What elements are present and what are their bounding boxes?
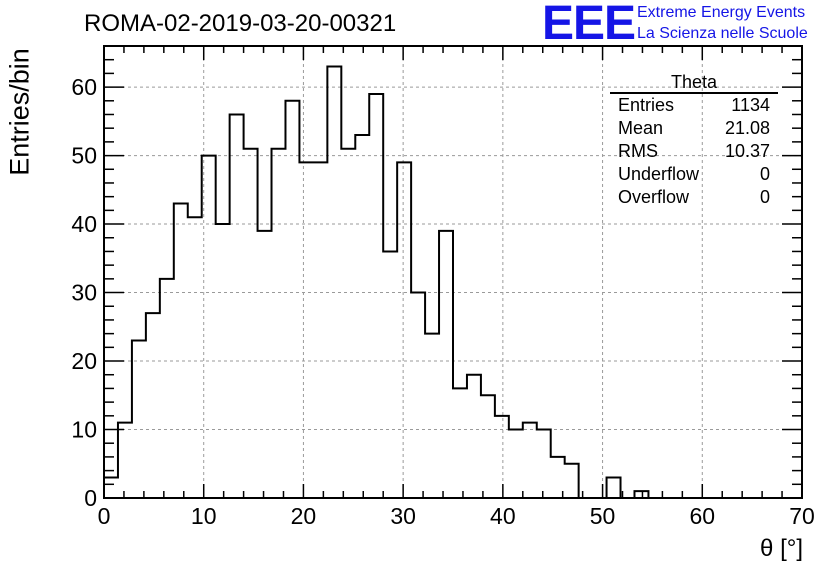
x-tick-label: 50	[590, 503, 616, 529]
stats-box: Theta Entries 1134 Mean 21.08 RMS 10.37 …	[610, 72, 778, 209]
y-tick-label: 50	[71, 143, 97, 169]
stats-label: Mean	[618, 118, 664, 138]
stats-row-underflow: Underflow 0	[610, 163, 778, 186]
stats-label: Underflow	[618, 164, 700, 184]
stats-value: 21.08	[724, 118, 770, 138]
x-tick-label: 0	[98, 503, 111, 529]
x-tick-label: 20	[291, 503, 317, 529]
stats-label: Overflow	[618, 187, 690, 207]
y-tick-label: 10	[71, 417, 97, 443]
y-tick-label: 30	[71, 280, 97, 306]
y-tick-label: 40	[71, 211, 97, 237]
tick-labels: 0 10 20 30 40 50 60 70 0 10 20 30 40 50 60	[71, 74, 814, 529]
y-tick-label: 20	[71, 348, 97, 374]
logo-tagline-2: La Scienza nelle Scuole	[637, 25, 808, 42]
x-tick-label: 60	[689, 503, 715, 529]
y-axis-label: Entries/bin	[4, 48, 35, 176]
plot-frame	[103, 45, 803, 499]
stats-row-mean: Mean 21.08	[610, 117, 778, 140]
page-title: ROMA-02-2019-03-20-00321	[84, 10, 397, 37]
axis-ticks	[103, 45, 803, 499]
stats-label: Entries	[618, 95, 675, 115]
stats-value: 10.37	[724, 141, 770, 161]
stats-value: 0	[759, 164, 770, 184]
x-tick-label: 40	[490, 503, 516, 529]
stats-row-entries: Entries 1134	[610, 94, 778, 117]
logo-tagline-1: Extreme Energy Events	[637, 4, 806, 21]
y-tick-label: 60	[71, 74, 97, 100]
stats-value: 1134	[731, 95, 770, 115]
stats-row-rms: RMS 10.37	[610, 140, 778, 163]
x-tick-label: 30	[390, 503, 416, 529]
stats-label: RMS	[618, 141, 658, 161]
stats-title: Theta	[610, 72, 778, 94]
x-tick-label: 10	[191, 503, 217, 529]
y-tick-label: 0	[84, 485, 97, 511]
eee-logo: EEE	[542, 0, 636, 50]
stats-value: 0	[759, 187, 770, 207]
stats-row-overflow: Overflow 0	[610, 186, 778, 209]
x-axis-label: θ [°]	[760, 535, 803, 562]
x-tick-label: 70	[789, 503, 815, 529]
